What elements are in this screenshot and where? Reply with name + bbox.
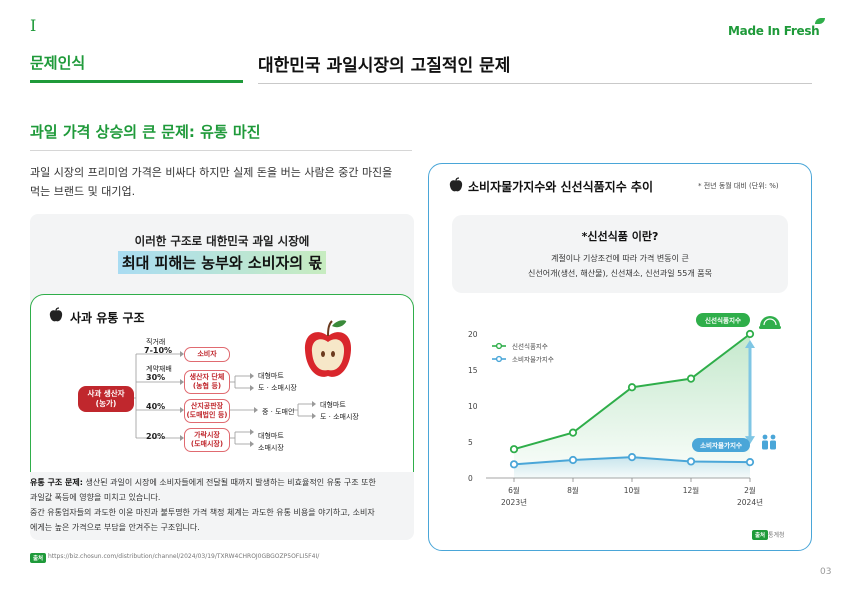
data-point: [568, 428, 578, 437]
title-divider: [258, 83, 812, 84]
x-year-label: 2024년: [737, 497, 763, 507]
y-tick-label: 10: [468, 402, 478, 411]
data-point: [745, 329, 755, 339]
roman-numeral: I: [30, 16, 37, 35]
intro-text: 과일 시장의 프리미엄 가격은 비싸다 하지만 실제 돈을 버는 사람은 중간 …: [30, 166, 393, 198]
leaf-icon: [815, 18, 826, 24]
flow-connectors: [134, 351, 316, 447]
chart-source-badge: 출처: [752, 530, 769, 540]
out-b3-1: 대형마트: [258, 432, 284, 440]
branch-1-type: 직거래: [146, 338, 166, 346]
branch-4-pct: 20%: [146, 432, 166, 441]
node-local-market: 산지공판장 (도매법인 등): [184, 399, 230, 423]
fruit-icon-rind: [763, 318, 777, 326]
data-point: [627, 453, 637, 462]
legend-dot: [495, 355, 503, 363]
panel-highlight: 최대 피해는 농부와 소비자의 몫: [117, 251, 327, 274]
cpi-callout-pill: [692, 438, 750, 452]
out-b2-2: 도 · 소매시장: [320, 413, 359, 421]
source-node: 사과 생산자 (농가): [78, 386, 134, 412]
person-icon-body: [762, 440, 768, 450]
definition-title: *신선식품 이란?: [581, 230, 659, 243]
data-point: [627, 383, 637, 392]
structure-title: 사과 유통 구조: [70, 311, 145, 325]
branch-3-pct: 40%: [146, 402, 166, 411]
gap-arrow-head-down: [745, 436, 755, 445]
fresh-callout-label: 신선식품지수: [705, 316, 741, 325]
out-b2-1: 대형마트: [320, 401, 346, 409]
data-point: [509, 445, 519, 454]
structure-description: 유통 구조 문제: 생산된 과일이 시장에 소비자들에게 전달될 때까지 발생하…: [30, 478, 376, 532]
out-b1-1: 대형마트: [258, 372, 284, 380]
x-tick-label: 8월: [567, 485, 579, 495]
legend-label: 신선식품지수: [512, 342, 548, 351]
data-point: [745, 458, 755, 467]
section-label: 문제인식: [30, 54, 86, 72]
x-tick-label: 10월: [624, 485, 641, 495]
data-point: [568, 455, 578, 465]
page-number: 03: [820, 567, 832, 577]
index-line-chart: 0 5 10 15 20 6월 2023년 8월 10월 12월 2월 2024년 신선식품지수소비자물…: [468, 313, 781, 507]
legend-label: 소비자물가지수: [512, 355, 554, 364]
data-point: [686, 457, 696, 466]
cpi-callout-label: 소비자물가지수: [700, 441, 742, 450]
person-icon-head: [770, 434, 776, 440]
chart-card-title: 소비자물가지수와 신선식품지수 추이: [468, 180, 653, 194]
section-underline: [30, 80, 243, 83]
data-point: [509, 460, 519, 469]
legend-dot: [495, 342, 503, 350]
source-badge: 출처: [30, 553, 47, 563]
apple-illustration: [304, 320, 352, 377]
out-b3-2: 소매시장: [258, 444, 284, 452]
unit-note: * 전년 동월 대비 (단위: %): [698, 182, 779, 190]
fruit-icon-base: [759, 326, 781, 329]
definition-text: 계절이나 기상조건에 따라 가격 변동이 큰 신선어개(생선, 해산물), 신선…: [528, 254, 712, 278]
person-icon-body: [770, 440, 776, 450]
fresh-index-area: [514, 334, 750, 478]
panel-heading: 이러한 구조로 대한민국 과일 시장에: [134, 234, 310, 248]
out-b1-2: 도 · 소매시장: [258, 384, 297, 392]
apple-icon: [449, 177, 463, 192]
y-tick-label: 15: [468, 366, 478, 375]
definition-box: [452, 215, 788, 293]
x-tick-label: 12월: [683, 485, 700, 495]
apple-icon: [49, 307, 63, 322]
brand-logo: Made In Fresh: [728, 18, 826, 38]
branch-2-pct: 30%: [146, 373, 166, 382]
gap-arrow-head-up: [745, 340, 755, 348]
data-point: [686, 374, 696, 383]
branch-1-pct: 7-10%: [144, 346, 173, 355]
x-tick-label: 2월: [744, 485, 756, 495]
node-producer-group: 생산자 단체 (농협 등): [184, 370, 230, 394]
out-b2-mid: 중 · 도매인: [262, 408, 295, 416]
person-icon-head: [762, 434, 768, 440]
fruit-icon: [760, 316, 780, 326]
y-tick-label: 20: [468, 330, 478, 339]
chart-source: 통계청: [768, 532, 785, 539]
source-url[interactable]: https://biz.chosun.com/distribution/chan…: [48, 553, 320, 560]
subtitle-divider: [30, 150, 412, 151]
page-title: 대한민국 과일시장의 고질적인 문제: [258, 56, 511, 76]
x-year-label: 2023년: [501, 497, 527, 507]
y-tick-label: 0: [468, 474, 473, 483]
branch-2-type: 계약재배: [146, 365, 172, 373]
subtitle: 과일 가격 상승의 큰 문제: 유통 마진: [30, 123, 261, 141]
x-tick-label: 6월: [508, 485, 520, 495]
node-consumer: 소비자: [184, 347, 230, 362]
fresh-callout-pill: [696, 313, 750, 327]
y-tick-label: 5: [468, 438, 473, 447]
node-garak-market: 가락시장 (도매시장): [184, 428, 230, 452]
